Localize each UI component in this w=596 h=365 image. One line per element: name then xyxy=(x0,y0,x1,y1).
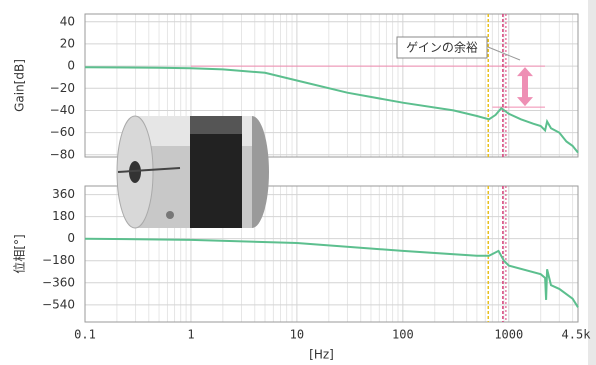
x-axis-label: [Hz] xyxy=(309,348,334,362)
y-tick-label: 0 xyxy=(67,59,75,73)
x-tick-label: 0.1 xyxy=(74,328,96,342)
x-tick-label: 1 xyxy=(187,328,194,342)
annotation-box xyxy=(396,36,488,59)
plots: 40 20 0 −20 −40 −60 −80 ゲインの余裕 Gain[dB] 0.1 1 10 100… xyxy=(12,13,592,362)
margin-arrow xyxy=(517,67,533,107)
series-line xyxy=(84,66,579,154)
plot-frame xyxy=(84,13,579,158)
y-tick-label: −540 xyxy=(42,297,75,311)
coupling-image xyxy=(116,115,269,229)
y-tick-label: 180 xyxy=(52,209,75,223)
y-tick-label: −80 xyxy=(50,147,75,161)
y-tick-label: 20 xyxy=(60,36,75,50)
x-tick-label: 1000 xyxy=(494,328,523,342)
y-tick-label: −20 xyxy=(50,81,75,95)
y-tick-label: −40 xyxy=(50,103,75,117)
y-tick-label: −60 xyxy=(50,125,75,139)
x-tick-label: 100 xyxy=(392,328,414,342)
plot-frame xyxy=(84,185,579,323)
y-tick-label: 40 xyxy=(60,14,75,28)
series-line xyxy=(84,237,579,308)
x-tick-label: 4.5k xyxy=(562,328,592,342)
y-tick-label: 360 xyxy=(52,187,75,201)
side-bar xyxy=(588,0,596,365)
y-tick-label: 0 xyxy=(67,231,75,245)
x-tick-label: 10 xyxy=(290,328,304,342)
y-axis-label: 位相[°] xyxy=(12,234,27,273)
y-tick-label: −360 xyxy=(42,275,75,289)
annotation: ゲインの余裕 xyxy=(406,40,478,55)
y-axis-label: Gain[dB] xyxy=(13,59,27,112)
y-tick-label: −180 xyxy=(42,253,75,267)
annotation-leader xyxy=(487,46,521,61)
